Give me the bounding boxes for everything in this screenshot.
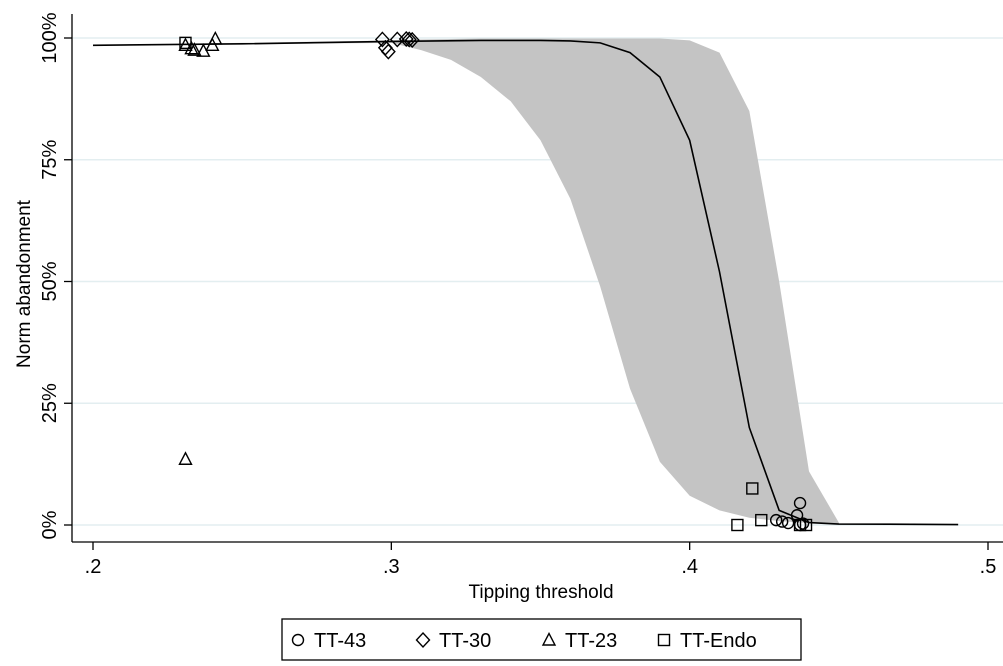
legend-marker-tt-43 [291,633,305,647]
point-tt-30-2 [380,43,396,60]
point-tt-43-2 [781,516,795,530]
y-tick-label-3: 75% [39,140,61,180]
markers-layer [178,30,813,532]
point-tt-23-3 [187,42,202,56]
legend-label-tt-23: TT-23 [565,630,617,652]
x-tick-label-0: .2 [85,556,102,578]
point-tt-43-1 [775,515,789,528]
point-tt-30-0 [374,31,390,48]
confidence-band [93,38,839,525]
fitted-line [92,39,959,526]
legend-marker-tt-endo [657,633,671,647]
legend: TT-43 TT-30 TT-23 TT-Endo [281,618,802,661]
legend-marker-tt-30 [415,631,431,649]
point-tt-endo-1 [731,518,744,532]
x-tick-label-2: .4 [681,556,698,578]
point-tt-43-4 [793,496,807,510]
point-tt-endo-5 [799,518,813,532]
legend-marker-tt-23 [541,631,557,646]
point-tt-endo-0 [179,36,192,50]
point-tt-30-4 [398,30,414,48]
point-tt-43-0 [769,513,783,527]
point-tt-endo-3 [755,513,768,527]
legend-label-tt-endo: TT-Endo [680,630,757,652]
point-tt-30-6 [404,31,420,48]
y-tick-label-1: 25% [39,383,61,423]
y-tick-label-0: 0% [39,510,61,539]
axes: 0% 25% 50% 75% 100% .2 .3 .4 .5 [39,12,1003,578]
x-tick-label-3: .5 [980,556,997,578]
fitted-line-layer [92,39,959,526]
x-tick-label-1: .3 [383,556,400,578]
y-axis-title: Norm abandonment [14,199,35,368]
legend-label-tt-30: TT-30 [439,630,491,652]
point-tt-23-1 [178,37,193,52]
series-tt-30 [374,30,420,60]
point-tt-43-6 [796,517,810,530]
x-axis-title: Tipping threshold [468,582,613,603]
point-tt-23-0 [178,451,193,465]
legend-label-tt-43: TT-43 [314,630,366,652]
grid-lines [72,37,1003,526]
point-tt-23-6 [208,30,223,45]
point-tt-endo-2 [746,482,759,495]
legend-box [281,618,802,661]
series-tt-endo [179,36,813,532]
confidence-band-layer [93,38,839,525]
point-tt-30-5 [401,31,417,48]
series-tt-23 [178,30,223,465]
y-tick-label-2: 50% [39,261,61,301]
y-tick-label-4: 100% [39,12,61,63]
